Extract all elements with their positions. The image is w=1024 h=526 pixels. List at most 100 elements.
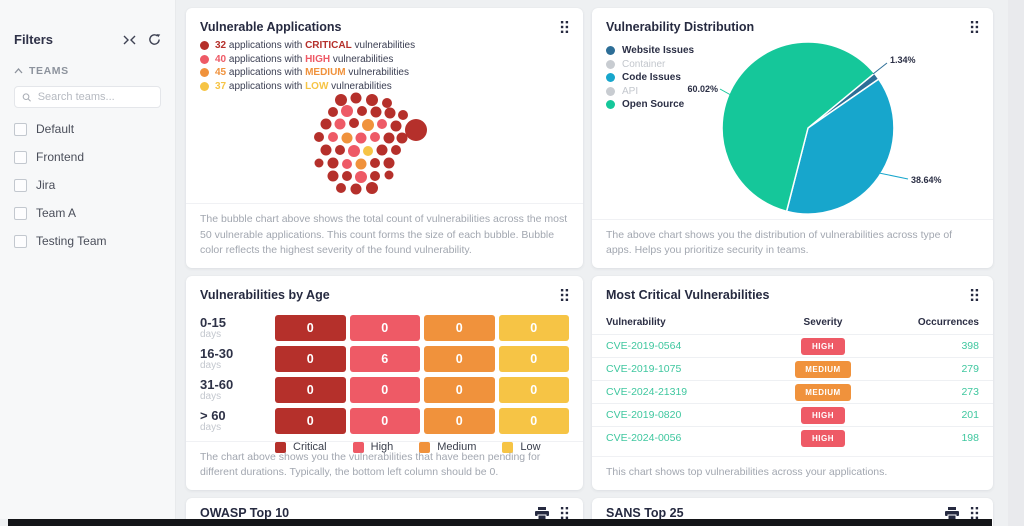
teams-section-label: TEAMS: [29, 65, 69, 77]
bubble-chart: [314, 92, 427, 195]
vulnerabilities-by-age-card: Vulnerabilities by Age 0-15 days 0 0 0 0: [186, 276, 583, 490]
team-filter-testing-team[interactable]: Testing Team: [14, 234, 161, 248]
age-cell-high: 0: [349, 377, 420, 403]
cve-link[interactable]: CVE-2019-1075: [606, 363, 682, 375]
leader-line-open-source: [719, 88, 739, 100]
bubble-critical: [396, 132, 408, 144]
checkbox-icon[interactable]: [14, 150, 27, 164]
legend-item-container[interactable]: Container: [606, 58, 694, 72]
table-row[interactable]: CVE-2019-0564 HIGH 398: [592, 334, 993, 357]
age-row-0-15: 0-15 days 0 0 0 0: [200, 315, 569, 341]
cve-link[interactable]: CVE-2024-0056: [606, 432, 682, 444]
api-dot-icon: [606, 86, 615, 96]
pie-slice-open-source[interactable]: [721, 41, 876, 213]
drag-handle-icon[interactable]: [970, 21, 979, 33]
table-row[interactable]: CVE-2019-0820 HIGH 201: [592, 403, 993, 426]
website-issues-dot-icon: [606, 46, 615, 56]
bubble-critical: [398, 110, 408, 120]
table-row[interactable]: CVE-2019-1075 MEDIUM 279: [592, 357, 993, 380]
age-row-over-60: > 60 days 0 0 0 0: [200, 408, 569, 434]
card-description: The above chart shows you the distributi…: [592, 218, 993, 268]
bubble-high: [342, 159, 352, 169]
age-cell-low: 0: [498, 408, 569, 434]
bubble-critical: [314, 158, 324, 168]
collapse-panel-icon[interactable]: [123, 35, 136, 45]
print-icon[interactable]: [945, 506, 959, 520]
age-cell-high: 0: [349, 315, 420, 341]
card-description: The chart above shows you the vulnerabil…: [186, 440, 583, 490]
card-title: Vulnerability Distribution: [606, 20, 755, 34]
occurrence-count: 398: [961, 340, 979, 352]
age-cell-critical: 0: [275, 377, 346, 403]
critical-square-icon: [275, 441, 286, 453]
pie-slice-code-issues[interactable]: [785, 78, 895, 215]
age-cell-critical: 0: [275, 346, 346, 372]
search-icon: [22, 92, 31, 102]
legend-item-open-source[interactable]: Open Source: [606, 98, 694, 112]
checkbox-icon[interactable]: [14, 234, 27, 248]
card-title: OWASP Top 10: [200, 506, 290, 520]
cve-link[interactable]: CVE-2024-21319: [606, 386, 688, 398]
severity-badge: MEDIUM: [795, 383, 851, 401]
bubble-critical: [384, 170, 394, 180]
age-cell-high: 6: [349, 346, 420, 372]
bubble-critical: [366, 182, 378, 194]
pie-chart: 60.02% 1.34% 38.64%: [687, 41, 942, 215]
bubble-critical: [350, 92, 362, 104]
checkbox-icon[interactable]: [14, 122, 27, 136]
pie-label-open-source: 60.02%: [687, 84, 718, 94]
bubble-critical: [370, 171, 380, 181]
bubble-high: [328, 132, 338, 142]
checkbox-icon[interactable]: [14, 178, 27, 192]
age-cell-low: 0: [498, 346, 569, 372]
bubble-critical: [335, 145, 345, 155]
drag-handle-icon[interactable]: [970, 507, 979, 519]
refresh-icon[interactable]: [148, 33, 161, 46]
drag-handle-icon[interactable]: [970, 289, 979, 301]
leader-line-code-issues: [878, 172, 909, 180]
cve-link[interactable]: CVE-2019-0564: [606, 340, 682, 352]
drag-handle-icon[interactable]: [560, 507, 569, 519]
team-filter-jira[interactable]: Jira: [14, 178, 161, 192]
bubble-critical: [327, 157, 339, 169]
bubble-medium: [355, 158, 367, 170]
age-cell-low: 0: [498, 315, 569, 341]
card-description: The bubble chart above shows the total c…: [186, 203, 583, 268]
bubble-critical: [350, 183, 362, 195]
bubble-critical: [405, 119, 427, 141]
card-title: Vulnerable Applications: [200, 20, 342, 34]
age-cell-medium: 0: [424, 315, 495, 341]
team-filter-default[interactable]: Default: [14, 122, 161, 136]
bubble-critical: [328, 107, 338, 117]
scrollbar-track[interactable]: [1008, 0, 1024, 526]
table-row[interactable]: CVE-2024-0056 HIGH 198: [592, 426, 993, 449]
pie-label-code-issues: 38.64%: [911, 175, 942, 185]
container-dot-icon: [606, 59, 615, 69]
team-label: Testing Team: [36, 234, 107, 248]
pie-legend: Website Issues Container Code Issues API…: [606, 44, 694, 112]
legend-item-low: Low: [502, 441, 541, 453]
table-row[interactable]: CVE-2024-21319 MEDIUM 273: [592, 380, 993, 403]
severity-badge: HIGH: [801, 337, 845, 355]
bubble-medium: [341, 132, 353, 144]
legend-item-code-issues[interactable]: Code Issues: [606, 71, 694, 85]
team-filter-team-a[interactable]: Team A: [14, 206, 161, 220]
age-cell-critical: 0: [275, 315, 346, 341]
bubble-legend: 32 applications with CRITICAL vulnerabil…: [200, 39, 415, 93]
legend-item-api[interactable]: API: [606, 85, 694, 99]
print-icon[interactable]: [535, 506, 549, 520]
cve-link[interactable]: CVE-2019-0820: [606, 409, 682, 421]
filters-sidebar: Filters TEAMS: [0, 0, 176, 519]
occurrence-count: 198: [961, 432, 979, 444]
code-issues-dot-icon: [606, 73, 615, 83]
teams-section-header[interactable]: TEAMS: [14, 65, 161, 77]
low-square-icon: [502, 441, 514, 453]
drag-handle-icon[interactable]: [560, 21, 569, 33]
team-filter-frontend[interactable]: Frontend: [14, 150, 161, 164]
legend-item-website-issues[interactable]: Website Issues: [606, 44, 694, 58]
drag-handle-icon[interactable]: [560, 289, 569, 301]
team-search-input[interactable]: [37, 91, 153, 103]
bubble-critical: [382, 98, 392, 108]
checkbox-icon[interactable]: [14, 206, 27, 220]
